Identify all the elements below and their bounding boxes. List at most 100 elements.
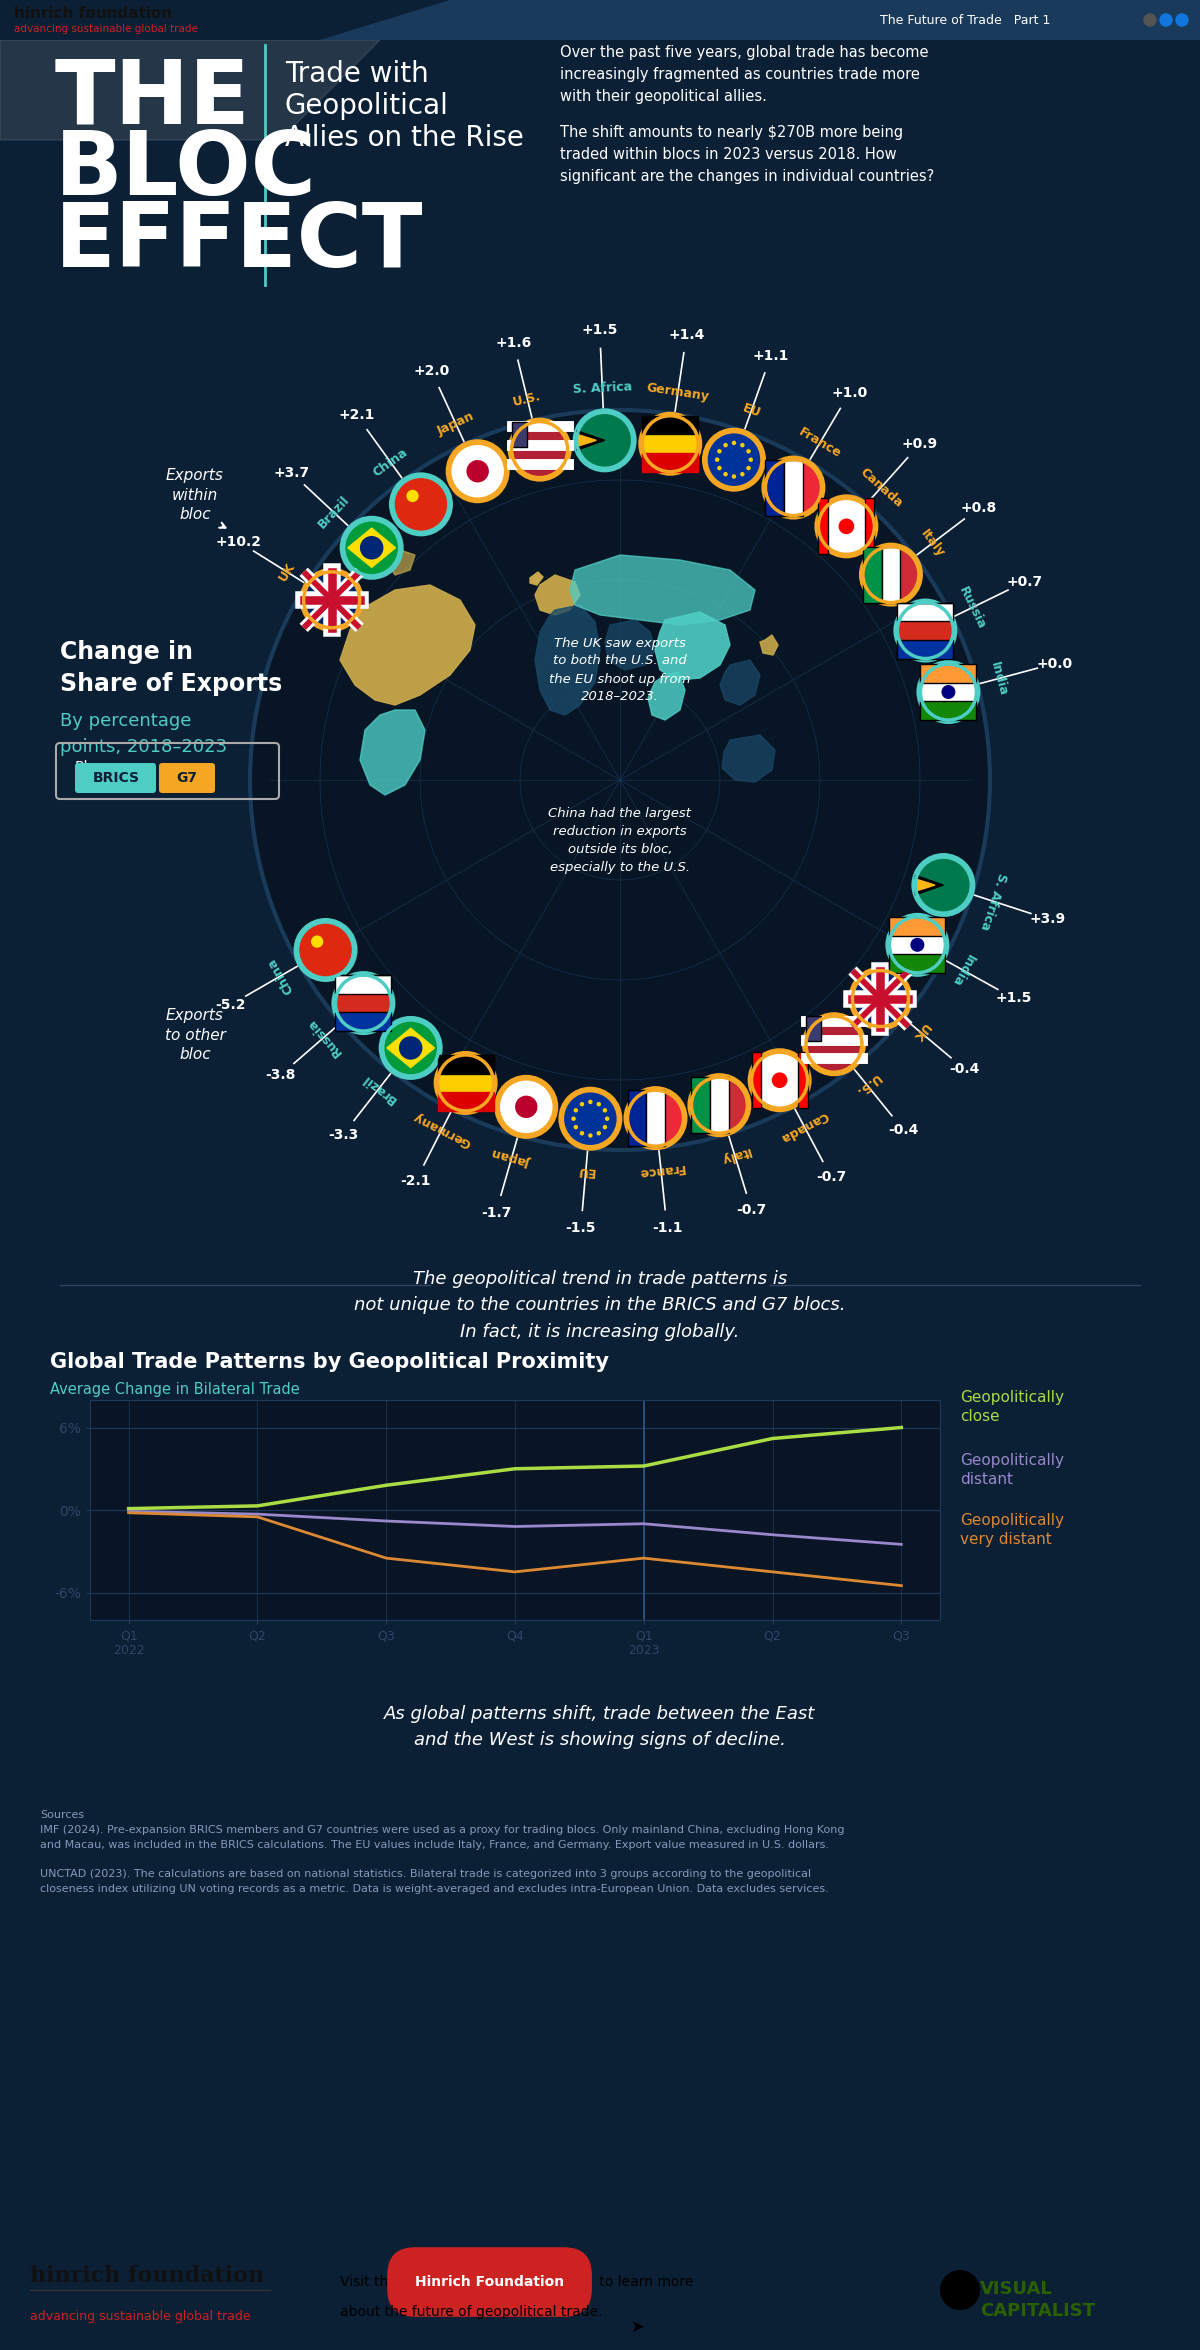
Circle shape xyxy=(596,1102,601,1107)
Circle shape xyxy=(806,1015,862,1072)
Text: +3.7: +3.7 xyxy=(274,465,310,479)
Circle shape xyxy=(588,1100,593,1104)
Circle shape xyxy=(335,975,391,1032)
Polygon shape xyxy=(570,555,755,625)
Circle shape xyxy=(511,421,568,477)
Text: -1.5: -1.5 xyxy=(565,1222,596,1236)
Circle shape xyxy=(642,416,698,472)
Circle shape xyxy=(298,921,354,978)
Circle shape xyxy=(392,477,449,533)
Text: hinrich foundation: hinrich foundation xyxy=(14,5,173,21)
Text: UK: UK xyxy=(910,1020,931,1043)
Circle shape xyxy=(917,660,980,724)
Circle shape xyxy=(889,916,946,973)
Circle shape xyxy=(806,1015,862,1072)
Circle shape xyxy=(772,1072,787,1088)
Text: about the future of geopolitical trade.: about the future of geopolitical trade. xyxy=(340,2305,602,2319)
Circle shape xyxy=(392,477,449,533)
Circle shape xyxy=(848,966,912,1032)
Polygon shape xyxy=(0,40,380,141)
Text: Over the past five years, global trade has become
increasingly fragmented as cou: Over the past five years, global trade h… xyxy=(560,45,929,103)
Circle shape xyxy=(515,1095,538,1119)
Text: points, 2018–2023: points, 2018–2023 xyxy=(60,738,227,757)
Text: Geopolitically
close: Geopolitically close xyxy=(960,1389,1064,1424)
Circle shape xyxy=(602,1109,607,1112)
Text: Sources
IMF (2024). Pre-expansion BRICS members and G7 countries were used as a : Sources IMF (2024). Pre-expansion BRICS … xyxy=(40,1810,845,1894)
Circle shape xyxy=(596,1130,601,1135)
FancyBboxPatch shape xyxy=(647,1090,665,1147)
Text: advancing sustainable global trade: advancing sustainable global trade xyxy=(14,24,198,33)
Circle shape xyxy=(942,684,955,698)
Polygon shape xyxy=(385,550,415,576)
FancyBboxPatch shape xyxy=(898,639,953,658)
Circle shape xyxy=(740,442,745,446)
Text: Bloc: Bloc xyxy=(74,759,104,773)
Circle shape xyxy=(574,1126,578,1130)
Text: France: France xyxy=(797,425,844,461)
Circle shape xyxy=(688,1074,751,1137)
Text: Trade with: Trade with xyxy=(286,61,428,87)
Circle shape xyxy=(450,444,505,498)
FancyBboxPatch shape xyxy=(818,498,828,555)
Circle shape xyxy=(438,1055,493,1112)
FancyBboxPatch shape xyxy=(889,954,946,973)
Text: +2.1: +2.1 xyxy=(338,409,374,423)
Text: +10.2: +10.2 xyxy=(215,533,262,548)
Text: Share of Exports: Share of Exports xyxy=(60,672,282,696)
Circle shape xyxy=(450,444,505,498)
Text: Germany: Germany xyxy=(646,381,710,404)
Text: U.S.: U.S. xyxy=(512,390,542,409)
Text: -3.3: -3.3 xyxy=(328,1128,358,1142)
Text: +2.0: +2.0 xyxy=(414,364,450,378)
Text: ➤: ➤ xyxy=(630,2317,644,2336)
Circle shape xyxy=(751,1053,808,1109)
Circle shape xyxy=(911,938,924,952)
FancyBboxPatch shape xyxy=(806,1015,821,1041)
Circle shape xyxy=(911,853,976,916)
Circle shape xyxy=(294,919,358,982)
Circle shape xyxy=(508,418,571,482)
Polygon shape xyxy=(642,416,698,435)
Text: BRICS: BRICS xyxy=(92,771,139,785)
Circle shape xyxy=(558,1086,623,1152)
FancyBboxPatch shape xyxy=(628,1090,647,1147)
Circle shape xyxy=(335,975,391,1032)
Polygon shape xyxy=(916,879,935,891)
Text: Canada: Canada xyxy=(778,1109,830,1144)
Circle shape xyxy=(751,1053,808,1109)
Text: advancing sustainable global trade: advancing sustainable global trade xyxy=(30,2310,251,2324)
Circle shape xyxy=(638,411,702,475)
FancyBboxPatch shape xyxy=(751,1053,762,1109)
FancyBboxPatch shape xyxy=(335,1013,391,1032)
Circle shape xyxy=(433,1050,498,1114)
Circle shape xyxy=(762,456,826,519)
Circle shape xyxy=(898,602,953,658)
Text: EU: EU xyxy=(740,402,762,421)
Text: The Future of Trade   Part 1: The Future of Trade Part 1 xyxy=(880,14,1050,26)
Circle shape xyxy=(898,602,953,658)
Circle shape xyxy=(818,498,875,555)
Circle shape xyxy=(920,665,977,719)
Circle shape xyxy=(628,1090,684,1147)
Polygon shape xyxy=(360,710,425,794)
Circle shape xyxy=(766,461,822,515)
Circle shape xyxy=(445,439,510,503)
Text: -0.4: -0.4 xyxy=(949,1062,980,1076)
Circle shape xyxy=(343,519,400,576)
Text: hinrich foundation: hinrich foundation xyxy=(30,2265,264,2287)
Text: THE: THE xyxy=(55,54,251,141)
Text: Russia: Russia xyxy=(304,1015,344,1060)
FancyBboxPatch shape xyxy=(889,916,946,935)
Circle shape xyxy=(304,571,360,627)
Circle shape xyxy=(916,858,971,914)
FancyBboxPatch shape xyxy=(920,700,977,719)
Circle shape xyxy=(574,1109,578,1112)
Text: -0.7: -0.7 xyxy=(737,1203,767,1217)
Text: +0.9: +0.9 xyxy=(901,437,937,451)
Text: China: China xyxy=(371,446,410,479)
Text: Japan: Japan xyxy=(491,1144,533,1168)
Text: -1.7: -1.7 xyxy=(481,1206,511,1220)
Text: The shift amounts to nearly $270B more being
traded within blocs in 2023 versus : The shift amounts to nearly $270B more b… xyxy=(560,125,935,183)
Text: Change in: Change in xyxy=(60,639,193,665)
Text: G7: G7 xyxy=(176,771,198,785)
